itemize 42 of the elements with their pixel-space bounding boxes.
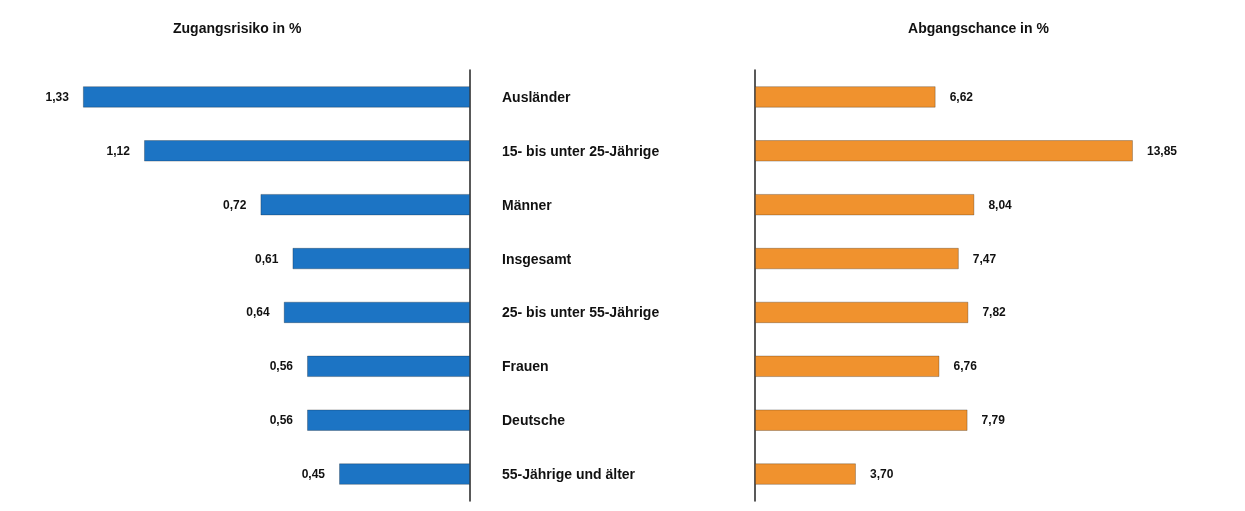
- bar: [755, 463, 856, 485]
- data-label: 0,64: [246, 305, 271, 320]
- data-label: 0,72: [223, 197, 247, 212]
- bar: [260, 193, 470, 216]
- bar: [143, 140, 470, 162]
- data-label: 6,62: [949, 89, 974, 104]
- bar: [283, 301, 470, 324]
- bar: [292, 247, 470, 270]
- y-tick-label: Frauen: [502, 358, 549, 375]
- bar: [306, 409, 470, 431]
- data-label: 7,47: [972, 251, 997, 266]
- y-tick-label: 55-Jährige und älter: [502, 466, 636, 483]
- y-tick-label: Männer: [502, 196, 553, 213]
- data-label: 0,56: [269, 413, 294, 428]
- bar: [755, 247, 959, 270]
- data-label: 1,12: [106, 143, 131, 158]
- bar: [755, 355, 940, 378]
- data-label: 7,79: [981, 413, 1006, 428]
- bar: [755, 301, 969, 324]
- data-label: 6,76: [953, 359, 978, 374]
- data-label: 0,56: [269, 359, 294, 374]
- data-label: 7,82: [982, 305, 1007, 320]
- y-tick-label: Deutsche: [502, 412, 566, 429]
- y-tick-label: 25- bis unter 55-Jährige: [502, 304, 660, 321]
- chart-title: Abgangschance in %: [908, 20, 1050, 36]
- bar: [755, 86, 936, 108]
- bar: [755, 193, 975, 216]
- bar: [306, 355, 470, 378]
- bar: [82, 86, 470, 108]
- data-label: 13,85: [1146, 143, 1178, 158]
- data-label: 3,70: [869, 467, 894, 482]
- data-label: 1,33: [45, 89, 70, 104]
- data-label: 0,61: [255, 251, 279, 266]
- data-label: 8,04: [988, 197, 1013, 212]
- bar: [755, 140, 1133, 162]
- y-tick-label: 15- bis unter 25-Jährige: [502, 142, 660, 159]
- chart-title: Zugangsrisiko in %: [173, 20, 302, 36]
- y-tick-label: Insgesamt: [502, 250, 572, 267]
- data-label: 0,45: [301, 467, 326, 482]
- bar: [339, 463, 470, 485]
- bar: [755, 409, 968, 431]
- y-tick-label: Ausländer: [502, 88, 572, 105]
